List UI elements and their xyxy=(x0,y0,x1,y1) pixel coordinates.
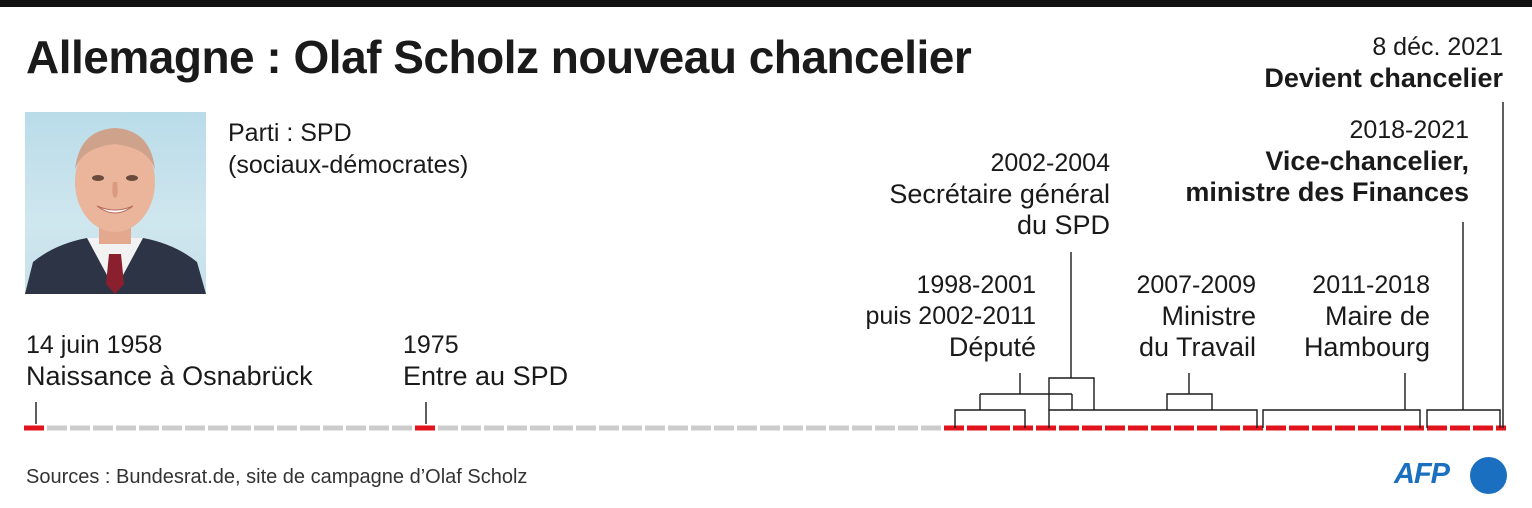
event-label: Maire de xyxy=(1324,301,1430,331)
bracket-travail xyxy=(1166,393,1213,410)
event-label: Ministre xyxy=(1161,301,1256,331)
top-bar xyxy=(0,0,1532,7)
event-label: Naissance à Osnabrück xyxy=(26,361,313,391)
afp-logo-text: AFP xyxy=(1394,458,1450,490)
event-date: 1998-2001 xyxy=(916,271,1036,299)
event-date: 2007-2009 xyxy=(1136,271,1256,299)
event-label: du SPD xyxy=(1016,210,1110,240)
event-label: Secrétaire général xyxy=(889,179,1110,209)
party-description: (sociaux-démocrates) xyxy=(228,151,469,179)
event-date: 2018-2021 xyxy=(1349,116,1469,144)
portrait-photo xyxy=(25,112,206,294)
event-label: Devient chancelier xyxy=(1264,63,1503,93)
party-name: Parti : SPD xyxy=(228,119,352,147)
event-label: Vice-chancelier, xyxy=(1265,146,1469,176)
portrait-illustration xyxy=(25,128,206,294)
afp-logo-icon xyxy=(1470,457,1507,494)
bracket-vice xyxy=(1426,409,1501,428)
connector-lines xyxy=(35,102,1504,428)
event-label: ministre des Finances xyxy=(1185,177,1469,207)
event-hambourg: 2011-2018 Maire de Hambourg xyxy=(1304,270,1430,363)
event-date: 14 juin 1958 xyxy=(26,331,163,359)
event-label: Hambourg xyxy=(1303,332,1430,362)
event-label: Député xyxy=(948,332,1036,362)
event-vice-chancelier: 2018-2021 Vice-chancelier, ministre des … xyxy=(1185,115,1469,208)
bracket-hambourg xyxy=(1262,409,1421,428)
event-spd: 1975 Entre au SPD xyxy=(403,330,568,392)
sources-footer: Sources : Bundesrat.de, site de campagne… xyxy=(26,466,528,488)
event-date: puis 2002-2011 xyxy=(865,302,1036,330)
event-birth: 14 juin 1958 Naissance à Osnabrück xyxy=(26,330,313,392)
event-date: 8 déc. 2021 xyxy=(1372,33,1503,61)
page-title: Allemagne : Olaf Scholz nouveau chanceli… xyxy=(26,31,972,83)
bracket-depute-2 xyxy=(1048,409,1258,428)
event-date: 2011-2018 xyxy=(1312,271,1430,299)
event-label: Entre au SPD xyxy=(403,361,569,391)
event-secretaire: 2002-2004 Secrétaire général du SPD xyxy=(889,148,1110,241)
event-date: 1975 xyxy=(403,331,459,359)
party-info: Parti : SPD (sociaux-démocrates) xyxy=(228,117,468,181)
event-depute: 1998-2001 puis 2002-2011 Député xyxy=(865,270,1036,363)
event-chancelier: 8 déc. 2021 Devient chancelier xyxy=(1264,32,1503,94)
event-date: 2002-2004 xyxy=(990,149,1110,177)
event-label: du Travail xyxy=(1138,332,1256,362)
event-travail: 2007-2009 Ministre du Travail xyxy=(1136,270,1256,363)
bracket-depute-1 xyxy=(954,409,1026,428)
